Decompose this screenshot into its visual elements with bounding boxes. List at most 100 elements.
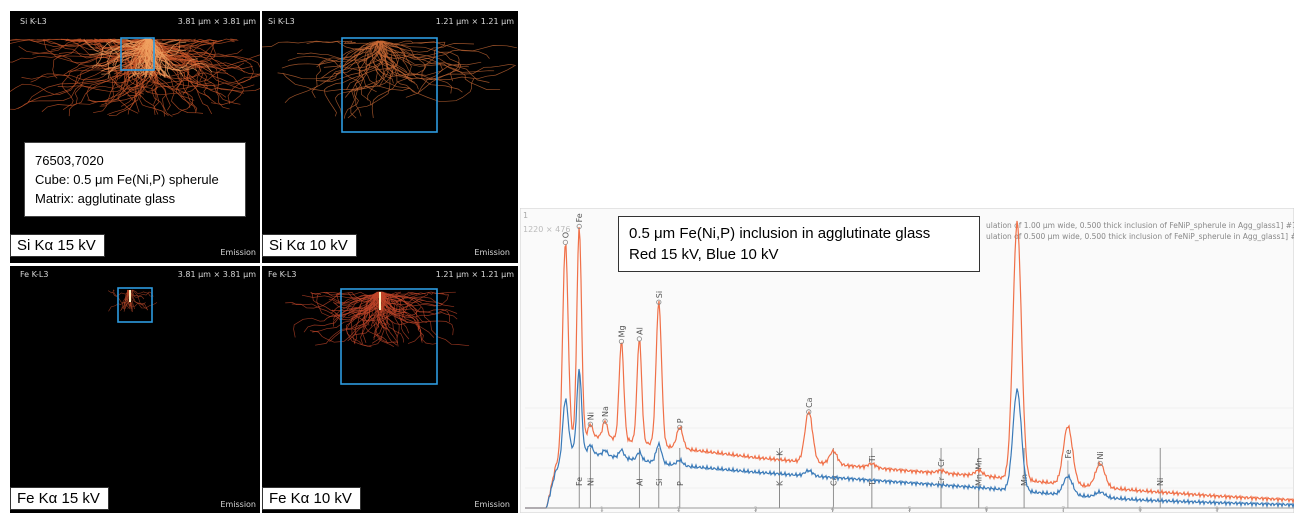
- x-tick-label: 2: [677, 506, 681, 513]
- si-15kv-panel: Si K-L3 3.81 µm × 3.81 µm Emission: [10, 11, 260, 263]
- panel-element: Si K-L3: [20, 17, 47, 26]
- peak-marker: [602, 418, 608, 424]
- trajectory: [377, 40, 394, 79]
- trajectory: [374, 40, 419, 90]
- trajectory: [380, 40, 460, 82]
- trajectory: [145, 38, 181, 57]
- trajectory: [112, 289, 131, 296]
- si-15kv-label: Si Kα 15 kV: [10, 234, 105, 257]
- trajectory: [345, 40, 394, 98]
- element-marker-label: Cr: [937, 476, 946, 486]
- trajectory: [18, 38, 151, 64]
- trajectory: [132, 289, 153, 297]
- sample-id: 76503,7020: [35, 153, 104, 168]
- peak-marker: [576, 223, 582, 230]
- trajectory: [367, 291, 391, 318]
- trajectory: [310, 291, 381, 302]
- trajectory: [144, 38, 172, 79]
- trajectory: [351, 291, 398, 322]
- trajectory: [89, 38, 146, 56]
- trajectory: [379, 291, 438, 345]
- element-marker-label: Mn: [975, 458, 984, 470]
- fe-10kv-label: Fe Kα 10 kV: [262, 487, 361, 510]
- trajectory: [380, 291, 450, 323]
- trajectory: [347, 40, 392, 119]
- trajectory: [124, 289, 129, 310]
- fe-15kv-label: Fe Kα 15 kV: [10, 487, 109, 510]
- spectrum-corner-marker: 1: [523, 211, 528, 220]
- trajectory: [129, 38, 212, 90]
- spectrum-corner-size: 1220 × 476: [523, 225, 570, 234]
- si-15kv-map: [10, 37, 260, 117]
- trajectory: [149, 38, 235, 50]
- spectrum-annotation: 0.5 μm Fe(Ni,P) inclusion in agglutinate…: [618, 216, 980, 272]
- panel-element: Fe K-L3: [268, 270, 297, 279]
- trajectory: [107, 289, 129, 304]
- element-marker-label: Fe: [1064, 449, 1073, 458]
- trajectory: [324, 291, 383, 305]
- element-marker-label: Cr: [937, 457, 946, 467]
- peak-marker: [656, 299, 662, 305]
- panel-mode: Emission: [474, 248, 510, 257]
- trajectory: [363, 40, 416, 93]
- trajectory: [376, 291, 398, 346]
- trajectory: [83, 38, 147, 55]
- trajectory: [144, 38, 171, 77]
- trajectory: [112, 38, 148, 66]
- trajectory: [376, 40, 516, 80]
- peak-label: Na: [601, 406, 610, 417]
- sample-info-box: 76503,7020 Cube: 0.5 μm Fe(Ni,P) spherul…: [24, 142, 246, 217]
- trajectory: [381, 291, 420, 295]
- peak-label: Mg: [617, 325, 626, 337]
- peak-marker: [806, 409, 812, 415]
- sample-cube-box: [341, 37, 438, 133]
- element-marker-label: Al: [635, 478, 644, 486]
- x-tick-label: 8: [1138, 506, 1142, 513]
- trajectory: [101, 38, 147, 75]
- trajectory: [315, 291, 380, 346]
- trajectory: [150, 38, 162, 72]
- element-marker-label: K: [776, 450, 785, 456]
- trajectory-group: [107, 289, 158, 313]
- panel-scale: 3.81 µm × 3.81 µm: [177, 270, 256, 279]
- trajectory: [144, 38, 167, 76]
- sample-cube-box: [340, 288, 438, 385]
- si-10kv-label: Si Kα 10 kV: [262, 234, 357, 257]
- x-tick-label: 9: [1215, 506, 1219, 513]
- spectrum-header-line-2: ulation of 0.500 µm wide, 0.500 thick in…: [986, 232, 1294, 241]
- annotation-title: 0.5 μm Fe(Ni,P) inclusion in agglutinate…: [629, 225, 931, 242]
- x-tick-label: 1: [600, 506, 604, 513]
- x-tick-label: 3: [754, 506, 758, 513]
- peak-marker: [587, 421, 593, 427]
- trajectory: [373, 291, 454, 336]
- trajectory: [382, 40, 475, 53]
- peak-label: Al: [635, 327, 644, 335]
- peak-label: Ni: [1096, 451, 1105, 459]
- peak-label: Fe: [575, 213, 584, 222]
- trajectory: [368, 291, 394, 348]
- trajectory: [350, 40, 383, 119]
- panel-element: Fe K-L3: [20, 270, 49, 279]
- trajectory: [364, 40, 411, 91]
- peak-marker: [562, 239, 568, 245]
- series-15kv-line: [525, 220, 1294, 509]
- element-marker-label: Ni: [586, 478, 595, 486]
- trajectory: [262, 40, 379, 51]
- trajectory-group: [262, 40, 517, 119]
- peak-labels: O Fe Ni Na Mg Al Si P Ca Ni: [561, 213, 1105, 467]
- panel-scale: 1.21 µm × 1.21 µm: [435, 270, 514, 279]
- peak-label: Si: [655, 291, 664, 298]
- element-marker-label: P: [676, 481, 685, 486]
- element-marker-label: Ti: [868, 455, 877, 463]
- fe-10kv-panel: Fe K-L3 1.21 µm × 1.21 µm Emission: [262, 266, 518, 513]
- element-marker-label: Ti: [868, 479, 877, 487]
- trajectory: [379, 291, 423, 343]
- x-tick-label: 6: [984, 506, 988, 513]
- element-marker-label: Ni: [1156, 478, 1165, 486]
- trajectory: [377, 40, 462, 93]
- panel-scale: 3.81 µm × 3.81 µm: [177, 17, 256, 26]
- element-marker-label: Mn: [975, 474, 984, 486]
- trajectory: [130, 289, 133, 310]
- trajectory: [124, 38, 150, 82]
